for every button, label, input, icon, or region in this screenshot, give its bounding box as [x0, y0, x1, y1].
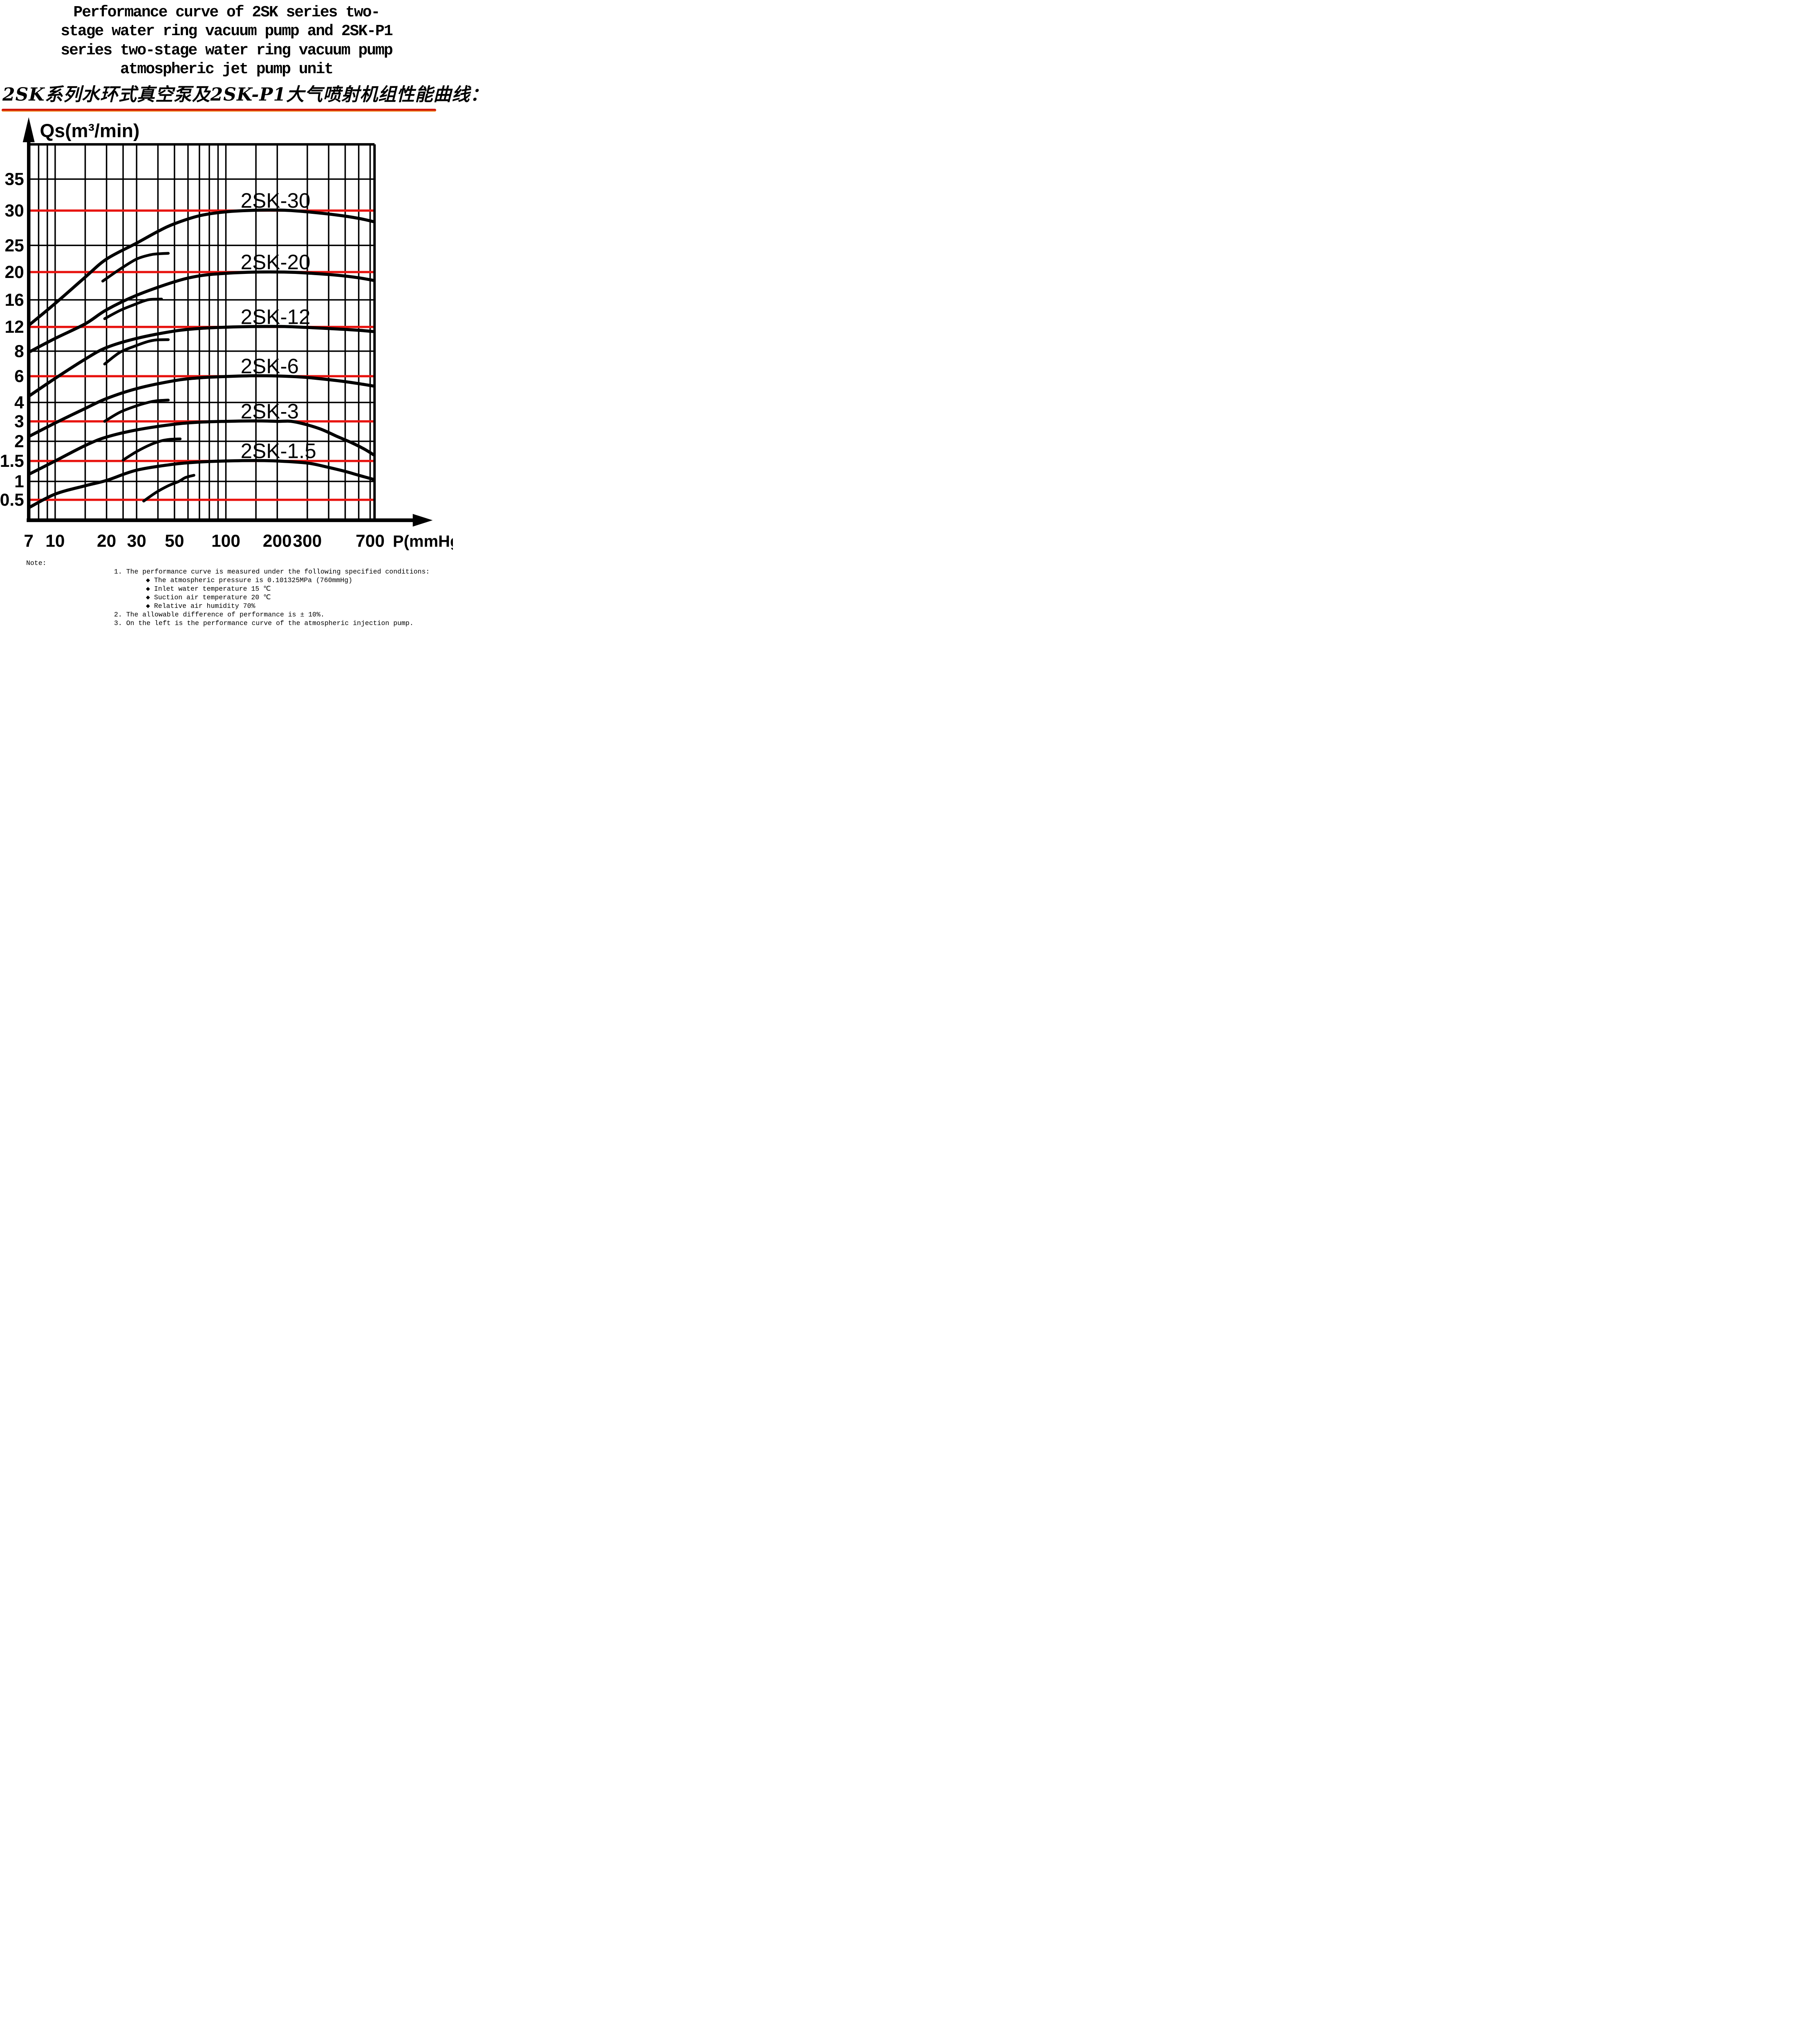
x-tick-20: 20	[97, 531, 116, 551]
title-line: stage water ring vacuum pump and 2SK-P1	[60, 22, 393, 40]
curve-2SK-12	[27, 325, 376, 398]
x-axis-arrowhead	[412, 513, 433, 527]
curve-2SK-6-injection-unit	[103, 398, 170, 423]
x-tick-700: 700	[356, 531, 385, 551]
x-tick-10: 10	[45, 531, 65, 551]
y-tick-16: 16	[4, 291, 24, 310]
note-line: 1. The performance curve is measured und…	[114, 567, 430, 576]
x-tick-300: 300	[293, 531, 322, 551]
curve-label-2SK-3: 2SK-3	[241, 399, 299, 423]
axis-titles: Qs(m³/min) P(mmHg)	[40, 120, 453, 550]
note-line: ◆ Suction air temperature 20 ℃	[146, 593, 271, 601]
curve-label-2SK-1.5: 2SK-1.5	[241, 439, 316, 462]
injection-pump-curves	[101, 251, 195, 502]
y-tick-12: 12	[4, 318, 24, 337]
curve-2SK-30-injection-unit	[101, 251, 170, 282]
axes	[22, 117, 433, 527]
plot-borders	[29, 143, 376, 520]
notes-section: Note: 1. The performance curve is measure…	[0, 559, 453, 632]
curve-label-2SK-30: 2SK-30	[241, 189, 311, 212]
page-title: Performance curve of 2SK series two-stag…	[0, 0, 453, 79]
y-tick-30: 30	[4, 201, 24, 220]
y-tick-1.5: 1.5	[0, 452, 24, 471]
note-line: 3. On the left is the performance curve …	[114, 619, 414, 627]
y-tick-3: 3	[14, 412, 24, 431]
title-line: Performance curve of 2SK series two-	[73, 4, 381, 21]
note-line: ◆ Inlet water temperature 15 ℃	[146, 585, 271, 593]
pump-curves	[27, 208, 376, 509]
curve-2SK-6	[27, 374, 376, 438]
curve-2SK-20-injection-unit	[103, 297, 163, 320]
x-tick-50: 50	[165, 531, 184, 551]
x-tick-200: 200	[263, 531, 292, 551]
curve-label-2SK-12: 2SK-12	[241, 305, 311, 328]
y-tick-35: 35	[4, 170, 24, 189]
title-line: atmospheric jet pump unit	[120, 61, 334, 78]
note-line: ◆ The atmospheric pressure is 0.101325MP…	[146, 576, 353, 584]
y-tick-25: 25	[4, 236, 24, 255]
curve-labels: 2SK-30 2SK-20 2SK-12 2SK-6 2SK-3 2SK-1.5	[241, 189, 316, 463]
curve-2SK-12-injection-unit	[103, 338, 170, 365]
red-underline-bar	[2, 108, 436, 112]
chinese-subtitle: 2SK系列水环式真空泵及2SK-P1大气喷射机组性能曲线：	[2, 84, 489, 105]
note-line: ◆ Relative air humidity 70%	[146, 602, 255, 610]
curve-2SK-20	[27, 270, 376, 354]
y-axis-arrowhead	[22, 117, 35, 142]
grid-horizontal-lines	[29, 178, 375, 482]
red-reference-lines	[29, 209, 375, 501]
y-tick-2: 2	[14, 432, 24, 451]
curve-label-2SK-20: 2SK-20	[241, 250, 311, 273]
x-tick-labels: 7 10 20 30 50 100 200 300 700	[24, 531, 385, 551]
title-line: series two-stage water ring vacuum pump	[60, 41, 393, 59]
x-tick-7: 7	[24, 531, 34, 551]
y-tick-4: 4	[14, 393, 24, 412]
y-tick-0.5: 0.5	[0, 491, 24, 510]
curve-2SK-3	[27, 419, 376, 476]
grid-vertical-lines	[38, 144, 371, 520]
curve-2SK-1.5-injection-unit	[142, 473, 195, 502]
curve-2SK-30	[27, 208, 376, 327]
curve-label-2SK-6: 2SK-6	[241, 354, 299, 378]
y-tick-8: 8	[14, 342, 24, 361]
y-axis-title: Qs(m³/min)	[40, 120, 139, 141]
curve-2SK-1.5	[27, 459, 376, 509]
y-tick-20: 20	[4, 263, 24, 282]
note-line: 2. The allowable difference of performan…	[114, 610, 325, 619]
y-tick-1: 1	[14, 472, 24, 491]
note-line: Note:	[26, 559, 47, 567]
x-tick-30: 30	[127, 531, 146, 551]
x-tick-100: 100	[211, 531, 240, 551]
x-axis-title: P(mmHg)	[393, 532, 453, 550]
curve-2SK-3-injection-unit	[121, 437, 182, 462]
y-tick-6: 6	[14, 367, 24, 386]
page: Performance curve of 2SK series two-stag…	[0, 0, 489, 632]
performance-chart: 35 30 25 20 16 12 8 6 4 3 2 1.5 1 0.5 7 10 20 30 50 100 200 3…	[0, 112, 453, 557]
